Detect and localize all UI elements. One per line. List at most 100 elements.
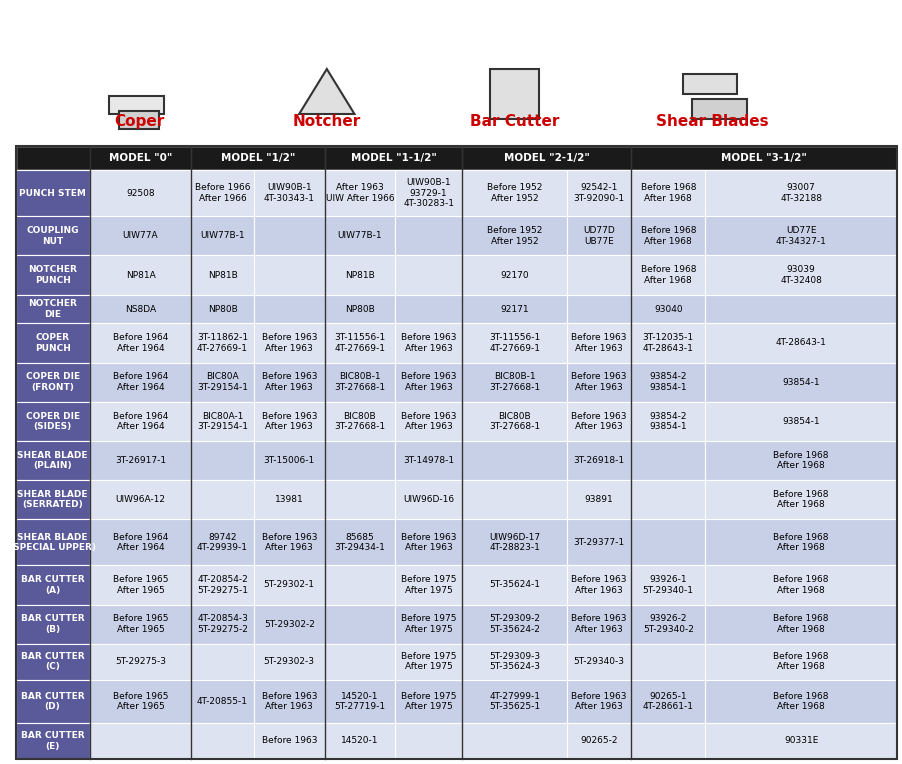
Bar (631, 519, 705, 565)
Text: Before 1963
After 1963: Before 1963 After 1963 (262, 333, 317, 353)
Text: MODEL "1/2": MODEL "1/2" (221, 153, 295, 163)
Text: UIW77B-1: UIW77B-1 (337, 231, 382, 241)
Text: UIW77B-1: UIW77B-1 (200, 231, 244, 241)
Bar (462, 402, 567, 441)
Text: Before 1963
After 1963: Before 1963 After 1963 (262, 372, 317, 392)
Bar (705, 480, 897, 519)
Text: Before 1952
After 1952: Before 1952 After 1952 (487, 226, 542, 245)
Text: Before 1963
After 1963: Before 1963 After 1963 (571, 575, 627, 594)
Text: Before 1968
After 1968: Before 1968 After 1968 (773, 490, 829, 510)
Text: NP80B: NP80B (207, 305, 237, 313)
Bar (191, 519, 253, 565)
Bar (683, 74, 737, 94)
Text: 93854-2
93854-1: 93854-2 93854-1 (649, 412, 687, 431)
Bar (395, 441, 462, 480)
Text: BAR CUTTER
(D): BAR CUTTER (D) (21, 691, 85, 711)
Bar (631, 255, 705, 295)
Bar (15, 295, 89, 323)
Bar (253, 565, 325, 604)
Bar (89, 723, 191, 759)
Text: UIW77A: UIW77A (123, 231, 159, 241)
Bar (462, 604, 567, 644)
Bar (462, 216, 567, 255)
Bar (567, 170, 631, 216)
Bar (705, 170, 897, 216)
Bar (191, 644, 253, 680)
Bar (631, 363, 705, 402)
Bar (89, 170, 191, 216)
Text: MODEL "2-1/2": MODEL "2-1/2" (504, 153, 590, 163)
Bar (705, 255, 897, 295)
Bar (191, 363, 253, 402)
Text: 3T-11862-1
4T-27669-1: 3T-11862-1 4T-27669-1 (197, 333, 248, 353)
Text: 93926-2
5T-29340-2: 93926-2 5T-29340-2 (643, 614, 694, 634)
Bar (253, 216, 325, 255)
Bar (395, 565, 462, 604)
Text: Before 1975
After 1975: Before 1975 After 1975 (400, 652, 456, 672)
Text: 3T-11556-1
4T-27669-1: 3T-11556-1 4T-27669-1 (335, 333, 385, 353)
Text: Before 1963
After 1963: Before 1963 After 1963 (571, 691, 627, 711)
Text: Before 1963
After 1963: Before 1963 After 1963 (262, 533, 317, 552)
Text: UIW90B-1
93729-1
4T-30283-1: UIW90B-1 93729-1 4T-30283-1 (403, 178, 454, 208)
Text: MODEL "0": MODEL "0" (109, 153, 172, 163)
Text: 93007
4T-32188: 93007 4T-32188 (780, 183, 823, 203)
Bar (567, 363, 631, 402)
Bar (191, 680, 253, 723)
Text: Coper: Coper (114, 114, 164, 129)
Text: BAR CUTTER
(E): BAR CUTTER (E) (21, 731, 85, 751)
Bar (15, 519, 89, 565)
Text: 90265-2: 90265-2 (580, 736, 618, 746)
Text: Before 1963
After 1963: Before 1963 After 1963 (571, 372, 627, 392)
Text: NOTCHER
DIE: NOTCHER DIE (28, 299, 77, 319)
Bar (631, 295, 705, 323)
Bar (253, 723, 325, 759)
Bar (15, 170, 89, 216)
Text: MODEL "1-1/2": MODEL "1-1/2" (351, 153, 437, 163)
Text: Before 1963
After 1963: Before 1963 After 1963 (262, 691, 317, 711)
Bar (89, 363, 191, 402)
Bar (462, 295, 567, 323)
Bar (15, 565, 89, 604)
Polygon shape (299, 69, 354, 114)
Bar (705, 604, 897, 644)
Bar (191, 604, 253, 644)
Text: BIC80B
3T-27668-1: BIC80B 3T-27668-1 (335, 412, 385, 431)
Bar (89, 480, 191, 519)
Bar (462, 441, 567, 480)
Text: Before 1963
After 1963: Before 1963 After 1963 (262, 412, 317, 431)
Bar (191, 255, 253, 295)
Bar (253, 402, 325, 441)
Bar (191, 441, 253, 480)
Text: MODEL "3-1/2": MODEL "3-1/2" (722, 153, 807, 163)
Text: Before 1964
After 1964: Before 1964 After 1964 (113, 372, 168, 392)
Bar (705, 644, 897, 680)
Text: UD77E
4T-34327-1: UD77E 4T-34327-1 (776, 226, 826, 245)
Bar (567, 295, 631, 323)
Bar (191, 565, 253, 604)
Text: Before 1968
After 1968: Before 1968 After 1968 (773, 652, 829, 672)
Bar (15, 644, 89, 680)
Text: 5T-29302-3: 5T-29302-3 (263, 657, 315, 666)
Text: SHEAR BLADE
(SERRATED): SHEAR BLADE (SERRATED) (17, 490, 87, 510)
Text: Before 1963
After 1963: Before 1963 After 1963 (400, 533, 456, 552)
Bar (89, 519, 191, 565)
Bar (631, 441, 705, 480)
Text: Before 1952
After 1952: Before 1952 After 1952 (487, 183, 542, 203)
Bar (191, 170, 253, 216)
Bar (89, 402, 191, 441)
Text: 3T-26917-1: 3T-26917-1 (115, 456, 166, 465)
Bar (395, 363, 462, 402)
Bar (395, 323, 462, 363)
Text: NOTCHER
PUNCH: NOTCHER PUNCH (28, 265, 77, 285)
Text: Before 1964
After 1964: Before 1964 After 1964 (113, 333, 168, 353)
Bar (631, 216, 705, 255)
Text: Before 1965
After 1965: Before 1965 After 1965 (113, 614, 169, 634)
Bar (705, 295, 897, 323)
Text: Before 1975
After 1975: Before 1975 After 1975 (400, 575, 456, 594)
Bar (462, 644, 567, 680)
Bar (325, 441, 395, 480)
Text: SHEAR BLADE
(PLAIN): SHEAR BLADE (PLAIN) (17, 451, 87, 470)
Text: PUNCH STEM: PUNCH STEM (19, 189, 86, 198)
Text: 4T-27999-1
5T-35625-1: 4T-27999-1 5T-35625-1 (489, 691, 540, 711)
Bar (11, 0, 902, 144)
